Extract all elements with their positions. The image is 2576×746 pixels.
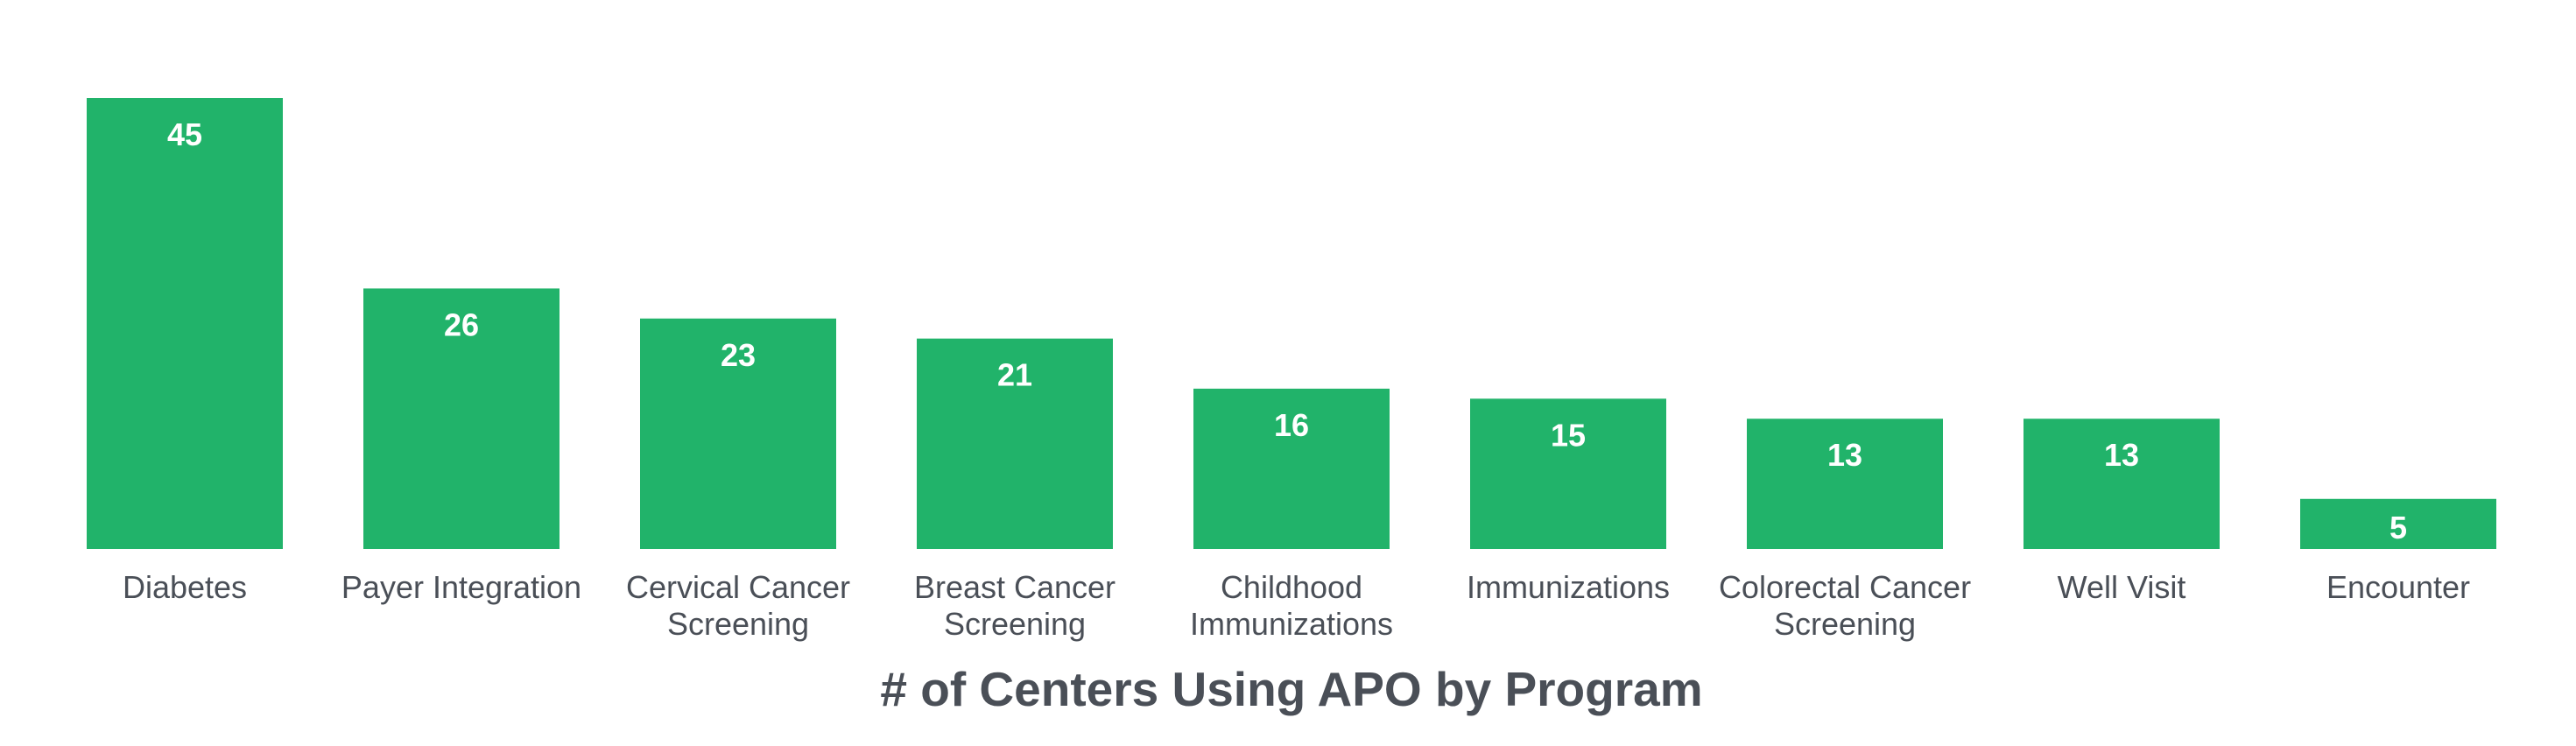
category-label-line: Breast Cancer <box>914 569 1116 605</box>
category-label-line: Cervical Cancer <box>626 569 850 605</box>
category-label-line: Childhood <box>1221 569 1362 605</box>
category-label-line: Immunizations <box>1190 606 1393 642</box>
category-label-line: Screening <box>944 606 1086 642</box>
bar-3 <box>917 338 1113 549</box>
category-label-line: Encounter <box>2326 569 2470 605</box>
bar-value-label-2: 23 <box>721 337 756 373</box>
bars-layer <box>87 98 2496 549</box>
bar-value-label-5: 15 <box>1551 417 1586 453</box>
category-labels-layer: Diabetes Payer Integration Cervical Cancer… <box>123 569 2470 642</box>
bar-value-label-7: 13 <box>2104 437 2139 473</box>
bar-1 <box>363 288 560 549</box>
category-label-line: Well Visit <box>2058 569 2186 605</box>
category-label-8: Encounter <box>2326 569 2470 605</box>
category-label-0: Diabetes <box>123 569 247 605</box>
bar-value-label-1: 26 <box>444 306 479 342</box>
value-labels-layer: 45 26 23 21 16 15 13 13 5 <box>167 116 2407 545</box>
category-label-5: Immunizations <box>1467 569 1670 605</box>
bar-value-label-8: 5 <box>2389 510 2407 545</box>
category-label-line: Immunizations <box>1467 569 1670 605</box>
category-label-line: Colorectal Cancer <box>1719 569 1971 605</box>
category-label-7: Well Visit <box>2058 569 2186 605</box>
bar-7 <box>2023 419 2220 549</box>
bar-0 <box>87 98 283 549</box>
bar-value-label-4: 16 <box>1274 407 1309 443</box>
category-label-3: Breast Cancer Screening <box>914 569 1116 642</box>
bar-2 <box>640 318 836 549</box>
category-label-line: Diabetes <box>123 569 247 605</box>
bar-5 <box>1470 398 1666 549</box>
category-label-line: Payer Integration <box>341 569 581 605</box>
category-label-2: Cervical Cancer Screening <box>626 569 850 642</box>
bar-6 <box>1747 419 1943 549</box>
bar-8 <box>2300 498 2496 549</box>
category-label-line: Screening <box>667 606 809 642</box>
bar-4 <box>1193 388 1390 549</box>
category-label-6: Colorectal Cancer Screening <box>1719 569 1971 642</box>
category-label-line: Screening <box>1774 606 1916 642</box>
bar-value-label-0: 45 <box>167 116 202 152</box>
bar-value-label-3: 21 <box>997 357 1032 393</box>
bar-value-label-6: 13 <box>1827 437 1862 473</box>
chart-title: # of Centers Using APO by Program <box>880 662 1702 716</box>
category-label-1: Payer Integration <box>341 569 581 605</box>
category-label-4: Childhood Immunizations <box>1190 569 1393 642</box>
